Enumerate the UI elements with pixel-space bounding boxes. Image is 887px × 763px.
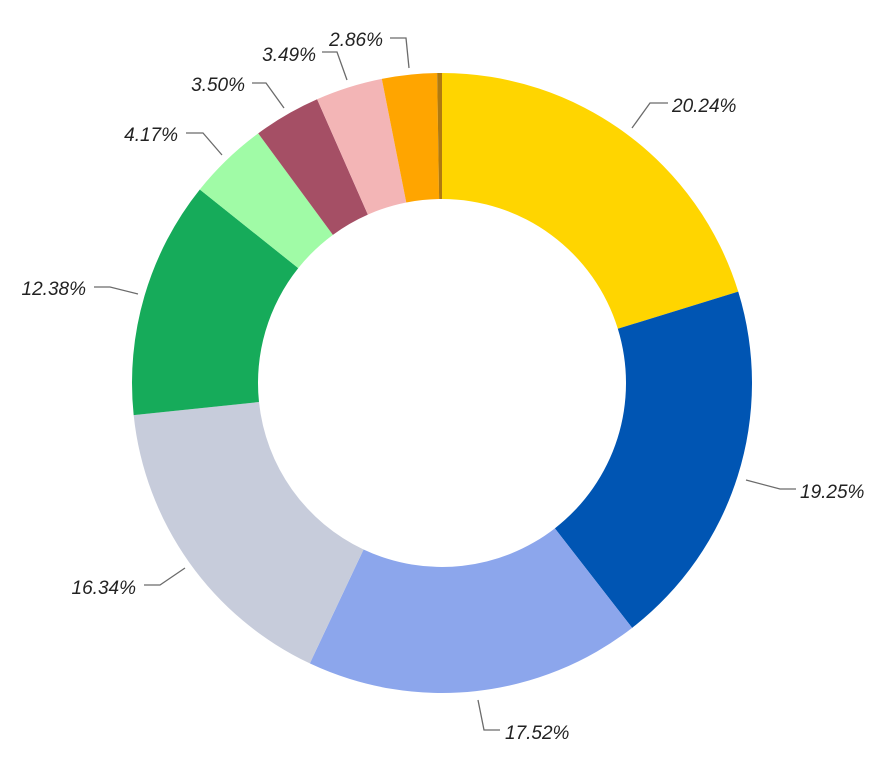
donut-slice-3 — [309, 528, 633, 693]
slice-label-9: 2.86% — [328, 30, 383, 51]
leader-line-9 — [390, 37, 410, 69]
slice-label-7: 3.50% — [191, 75, 245, 96]
slice-label-4: 16.34% — [72, 578, 137, 599]
slice-label-5: 12.38% — [22, 279, 87, 300]
donut-slice-8 — [317, 78, 407, 215]
leader-line-7 — [252, 82, 285, 109]
slice-labels: 20.24% 19.25% 17.52% 16.34% 12.38% 4.17% 3.50%… — [22, 30, 865, 744]
donut-slice-6 — [199, 133, 333, 269]
donut-slice-1 — [442, 73, 739, 329]
leader-line-4 — [144, 567, 186, 586]
slice-label-3: 17.52% — [505, 723, 570, 744]
donut-slice-4 — [133, 402, 364, 664]
slice-label-8: 3.49% — [262, 45, 316, 66]
leader-line-5 — [94, 286, 139, 295]
leader-line-1 — [631, 102, 668, 129]
slice-label-2: 19.25% — [800, 482, 865, 503]
donut-slice-9 — [381, 73, 440, 203]
leader-line-6 — [186, 132, 223, 156]
donut-slices — [131, 73, 753, 693]
donut-slice-2 — [554, 291, 753, 628]
donut-slice-7 — [258, 99, 368, 235]
leader-line-2 — [745, 479, 796, 490]
leader-line-8 — [322, 51, 348, 81]
slice-label-6: 4.17% — [124, 125, 178, 146]
slice-label-1: 20.24% — [671, 96, 737, 117]
leader-line-3 — [477, 699, 500, 731]
donut-slice-10 — [437, 73, 442, 200]
donut-slice-5 — [131, 189, 299, 416]
